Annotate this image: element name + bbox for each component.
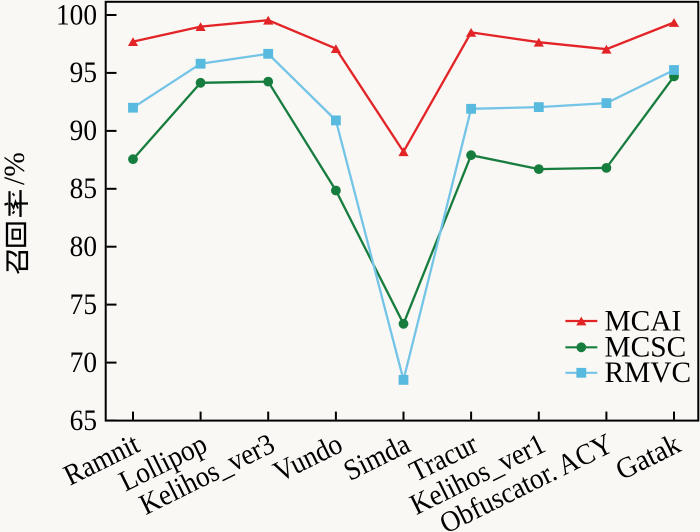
svg-text:95: 95 [70, 57, 97, 89]
svg-text:RMVC: RMVC [605, 357, 692, 389]
svg-text:85: 85 [70, 173, 97, 205]
svg-text:MCSC: MCSC [605, 332, 687, 364]
svg-text:90: 90 [70, 115, 97, 147]
svg-text:65: 65 [70, 405, 97, 437]
svg-text:75: 75 [70, 289, 97, 321]
svg-text:100: 100 [56, 0, 97, 32]
svg-text:MCAI: MCAI [605, 305, 682, 337]
svg-text:/%: /% [0, 152, 31, 185]
svg-text:70: 70 [70, 347, 97, 379]
svg-text:80: 80 [70, 231, 97, 263]
